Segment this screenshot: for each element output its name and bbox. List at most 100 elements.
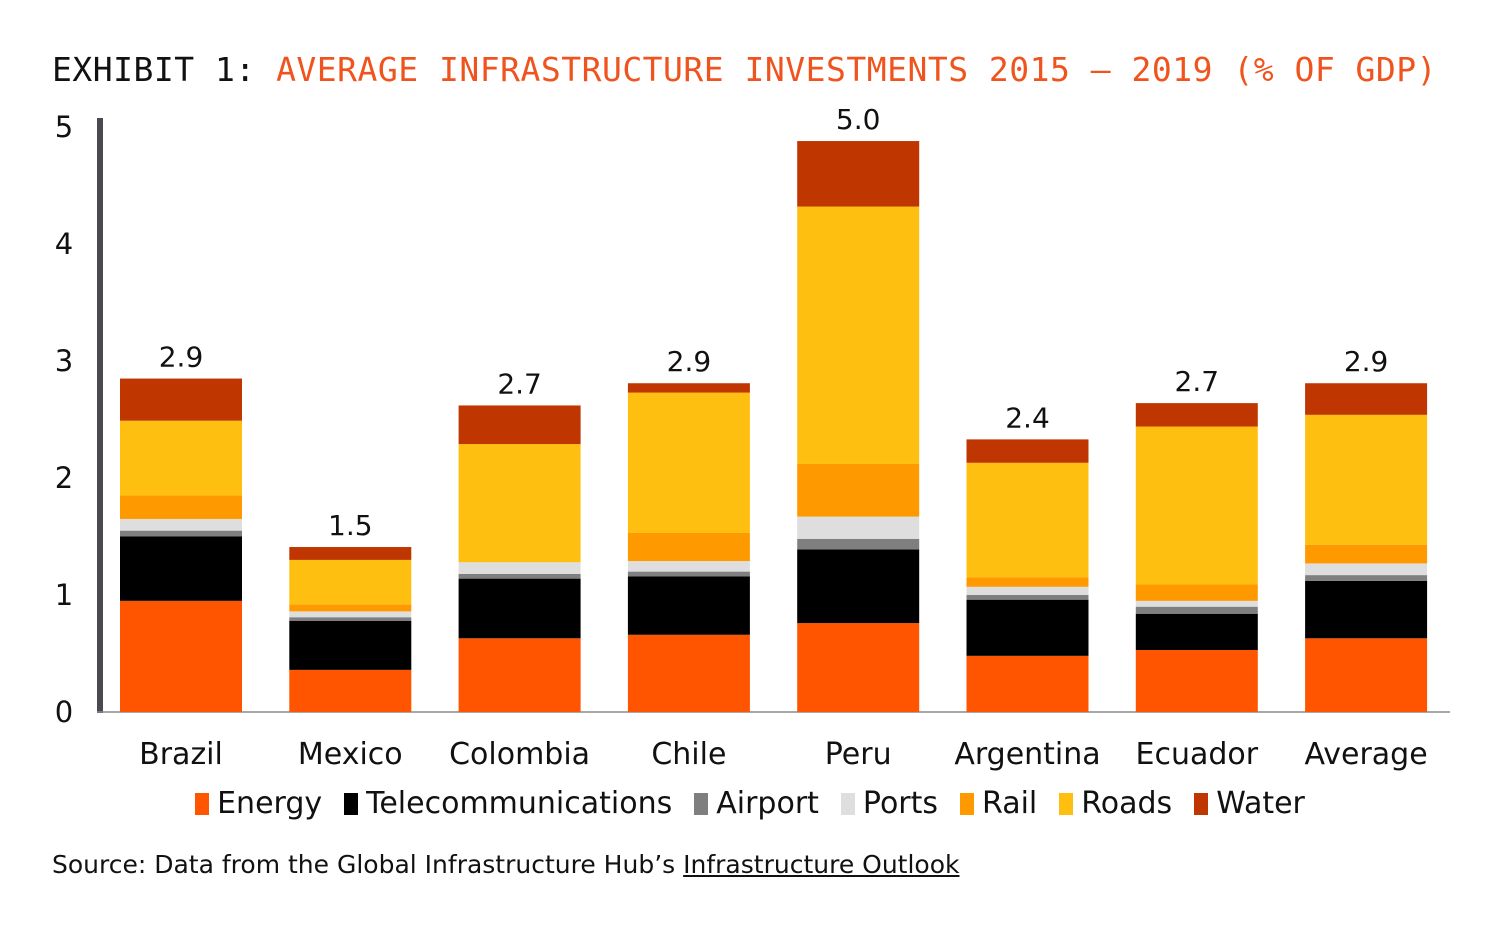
bar-segment-energy (797, 623, 920, 712)
legend-label: Airport (716, 786, 819, 821)
bar-segment-telecommunications (1135, 613, 1258, 650)
legend-swatch (344, 792, 359, 815)
bar-segment-roads (627, 392, 750, 533)
legend-swatch (1194, 792, 1209, 815)
bar-segment-energy (1305, 638, 1428, 712)
legend-item: Water (1194, 786, 1305, 821)
bar-segment-roads (1305, 414, 1428, 545)
chart-title: EXHIBIT 1: AVERAGE INFRASTRUCTURE INVEST… (52, 50, 1437, 89)
y-tick-label: 3 (55, 344, 73, 378)
bar-segment-ports (1305, 563, 1428, 576)
x-category-label: Argentina (954, 737, 1100, 772)
bar-segment-roads (289, 559, 412, 605)
bar-segment-water (120, 378, 242, 421)
bar-segment-telecommunications (1305, 580, 1428, 639)
bar-segment-rail (120, 495, 242, 519)
bar-segment-telecommunications (797, 549, 920, 624)
bar-segment-airport (627, 571, 750, 577)
x-category-label: Colombia (449, 737, 590, 772)
bar-segment-water (458, 405, 581, 445)
bar-total-label: 5.0 (836, 103, 881, 136)
bar-segment-ports (797, 516, 920, 539)
bar-segment-water (1305, 383, 1428, 415)
x-category-label: Average (1304, 737, 1427, 772)
bar-segment-ports (120, 518, 242, 531)
source-link[interactable]: Infrastructure Outlook (683, 850, 960, 879)
bar-segment-ports (966, 586, 1089, 595)
bar-segment-airport (458, 573, 581, 579)
legend-swatch (840, 792, 855, 815)
x-category-label: Mexico (298, 737, 403, 772)
bar-segment-telecommunications (627, 576, 750, 635)
source-note: Source: Data from the Global Infrastruct… (52, 850, 959, 879)
exhibit-label: EXHIBIT 1: (52, 50, 256, 89)
bar-segment-water (797, 141, 920, 207)
bar-segment-telecommunications (289, 620, 412, 670)
bar-total-label: 2.4 (1005, 401, 1050, 434)
legend-item: Airport (694, 786, 819, 821)
y-tick-label: 4 (55, 227, 73, 261)
legend-label: Rail (982, 786, 1038, 821)
bar-segment-airport (797, 538, 920, 550)
bar-segment-roads (120, 420, 242, 496)
bar-segment-rail (1135, 584, 1258, 601)
bar-total-label: 1.5 (328, 509, 373, 542)
bar-total-label: 2.9 (667, 345, 712, 378)
bar-segment-airport (1305, 575, 1428, 581)
bar-total-label: 2.7 (1175, 365, 1220, 398)
bar-segment-airport (120, 530, 242, 537)
bar-segment-water (966, 439, 1089, 463)
bar-segment-water (627, 383, 750, 393)
bar-segment-rail (1305, 544, 1428, 564)
legend-swatch (694, 792, 709, 815)
bar-segment-telecommunications (120, 536, 242, 601)
source-text: Source: Data from the Global Infrastruct… (52, 850, 676, 879)
y-tick-label: 5 (55, 110, 73, 144)
bar-total-label: 2.9 (159, 341, 204, 374)
x-category-label: Chile (651, 737, 726, 772)
legend-swatch (1059, 792, 1074, 815)
legend-item: Ports (840, 786, 939, 821)
bar-segment-rail (627, 532, 750, 562)
legend-label: Energy (217, 786, 323, 821)
chart-legend: Energy Telecommunications Airport Ports Rail… (0, 786, 1500, 821)
legend-label: Telecommunications (366, 786, 673, 821)
bar-total-label: 2.7 (497, 367, 542, 400)
legend-label: Water (1216, 786, 1305, 821)
bar-segment-ports (627, 561, 750, 572)
y-tick-label: 0 (55, 695, 73, 729)
chart-title-text: AVERAGE INFRASTRUCTURE INVESTMENTS 2015 … (276, 50, 1438, 89)
legend-label: Ports (862, 786, 939, 821)
legend-item: Telecommunications (344, 786, 672, 821)
bar-segment-energy (627, 634, 750, 712)
y-tick-label: 2 (55, 461, 73, 495)
bar-segment-energy (966, 655, 1089, 712)
bar-segment-energy (289, 669, 412, 712)
y-tick-label: 1 (55, 578, 73, 612)
bar-total-label: 2.9 (1344, 345, 1389, 378)
bar-segment-rail (289, 604, 412, 612)
legend-item: Roads (1059, 786, 1172, 821)
bar-segment-ports (458, 562, 581, 574)
bar-segment-rail (797, 463, 920, 517)
bar-segment-water (1135, 403, 1258, 427)
bar-segment-ports (1135, 600, 1258, 607)
x-category-label: Ecuador (1136, 737, 1259, 772)
bar-segment-telecommunications (458, 578, 581, 639)
bar-segment-energy (458, 638, 581, 712)
legend-item: Rail (960, 786, 1037, 821)
x-category-label: Peru (825, 737, 892, 772)
bar-segment-roads (458, 444, 581, 563)
bar-segment-airport (289, 617, 412, 621)
bar-segment-roads (797, 206, 920, 464)
bar-segment-energy (1135, 649, 1258, 712)
bar-segment-roads (966, 462, 1089, 578)
x-category-label: Brazil (139, 737, 223, 772)
bar-segment-energy (120, 600, 242, 712)
legend-item: Energy (195, 786, 322, 821)
legend-swatch (960, 792, 975, 815)
legend-label: Roads (1081, 786, 1173, 821)
bar-segment-airport (966, 595, 1089, 600)
bar-segment-telecommunications (966, 599, 1089, 656)
